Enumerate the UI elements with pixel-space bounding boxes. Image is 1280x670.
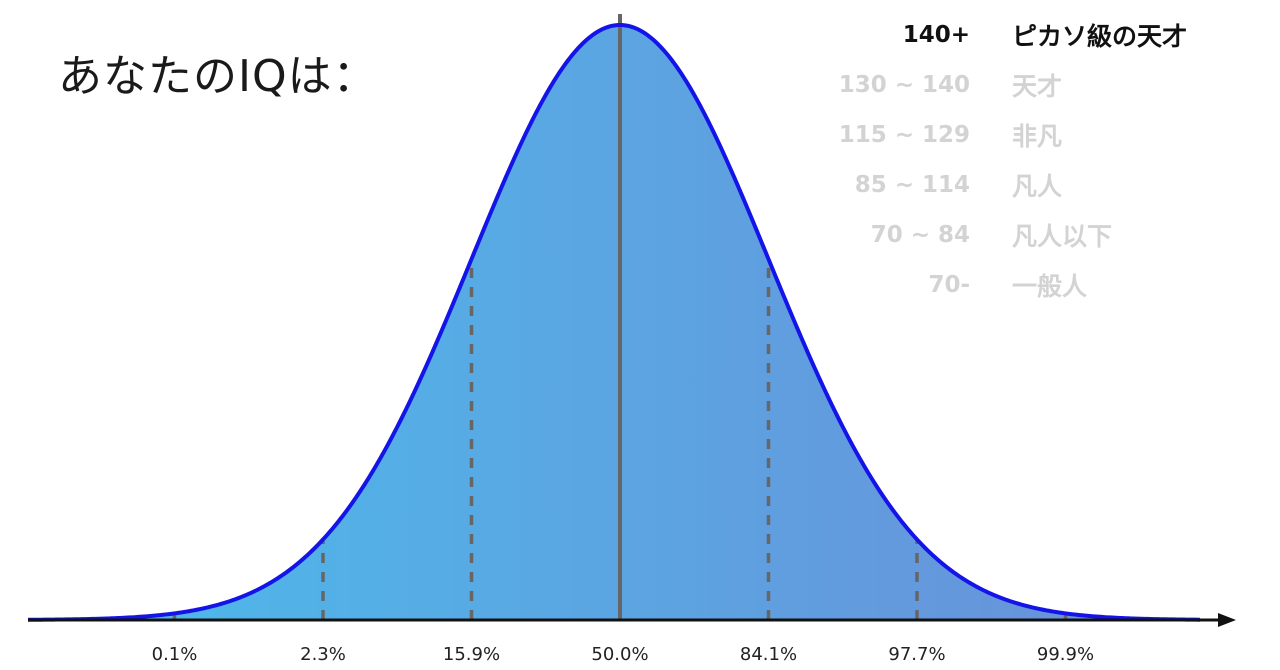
legend-range: 115 ~ 129 — [838, 122, 970, 148]
x-tick-label: 97.7% — [888, 644, 945, 665]
iq-legend: 140+ ピカソ級の天才 130 ~ 140 天才 115 ~ 129 非凡 8… — [820, 10, 1240, 310]
x-tick-label: 2.3% — [300, 644, 346, 665]
bell-curve-line — [27, 22, 1201, 622]
legend-row-85-114: 85 ~ 114 凡人 — [820, 160, 1240, 210]
legend-label: ピカソ級の天才 — [1012, 22, 1188, 51]
page-title: あなたのIQは： — [58, 51, 378, 102]
legend-label: 一般人 — [1012, 272, 1088, 301]
x-tick-label: 0.1% — [152, 644, 198, 665]
curve-area — [28, 25, 1200, 620]
legend-row-70-minus: 70- 一般人 — [820, 260, 1240, 310]
x-axis-arrow-icon — [1218, 613, 1236, 627]
legend-row-130-140: 130 ~ 140 天才 — [820, 60, 1240, 110]
x-tick-label: 50.0% — [591, 644, 648, 665]
legend-range: 140+ — [902, 22, 970, 48]
x-tick-label: 84.1% — [740, 644, 797, 665]
legend-label: 天才 — [1012, 72, 1063, 101]
x-tick-label: 15.9% — [443, 644, 500, 665]
legend-range: 70 ~ 84 — [870, 222, 970, 248]
legend-range: 130 ~ 140 — [838, 72, 970, 98]
legend-row-70-84: 70 ~ 84 凡人以下 — [820, 210, 1240, 260]
legend-label: 凡人以下 — [1012, 222, 1113, 251]
legend-row-140-plus: 140+ ピカソ級の天才 — [820, 10, 1240, 60]
legend-label: 凡人 — [1012, 172, 1063, 201]
legend-range: 70- — [928, 272, 970, 298]
legend-range: 85 ~ 114 — [854, 172, 970, 198]
x-tick-label: 99.9% — [1037, 644, 1094, 665]
legend-label: 非凡 — [1012, 122, 1063, 151]
legend-row-115-129: 115 ~ 129 非凡 — [820, 110, 1240, 160]
